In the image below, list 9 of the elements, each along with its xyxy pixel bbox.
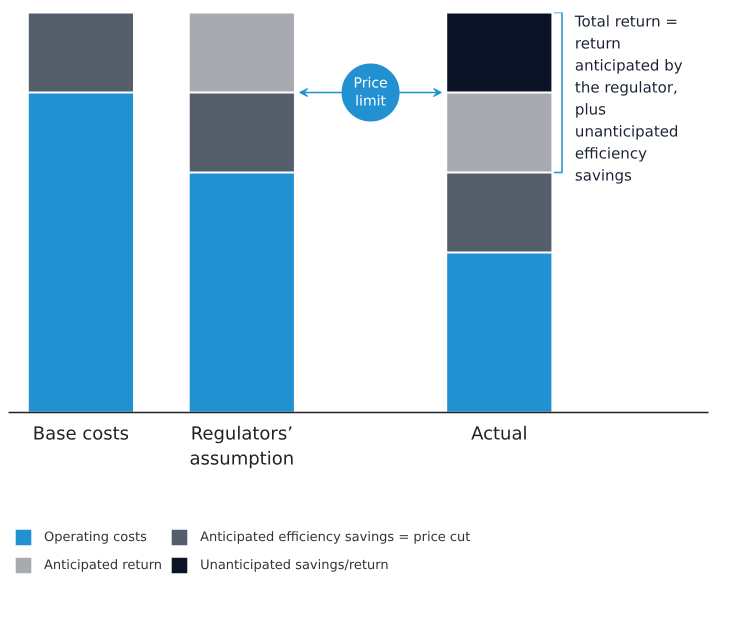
legend-label: Anticipated efficiency savings = price cut (200, 530, 470, 544)
x-tick-label: Base costs (32, 424, 130, 444)
annotation: Total return = return anticipated by the regulator, plus unanticipated efficiency savings (574, 12, 683, 184)
x-tick-label: Actual (471, 424, 528, 444)
annotation: Price limit (353, 76, 388, 110)
legend-label: Unanticipated savings/return (200, 558, 389, 572)
legend-label: Operating costs (44, 530, 147, 544)
legend-label: Anticipated return (44, 558, 162, 572)
x-tick-label: Regulators’ assumption (190, 424, 294, 470)
